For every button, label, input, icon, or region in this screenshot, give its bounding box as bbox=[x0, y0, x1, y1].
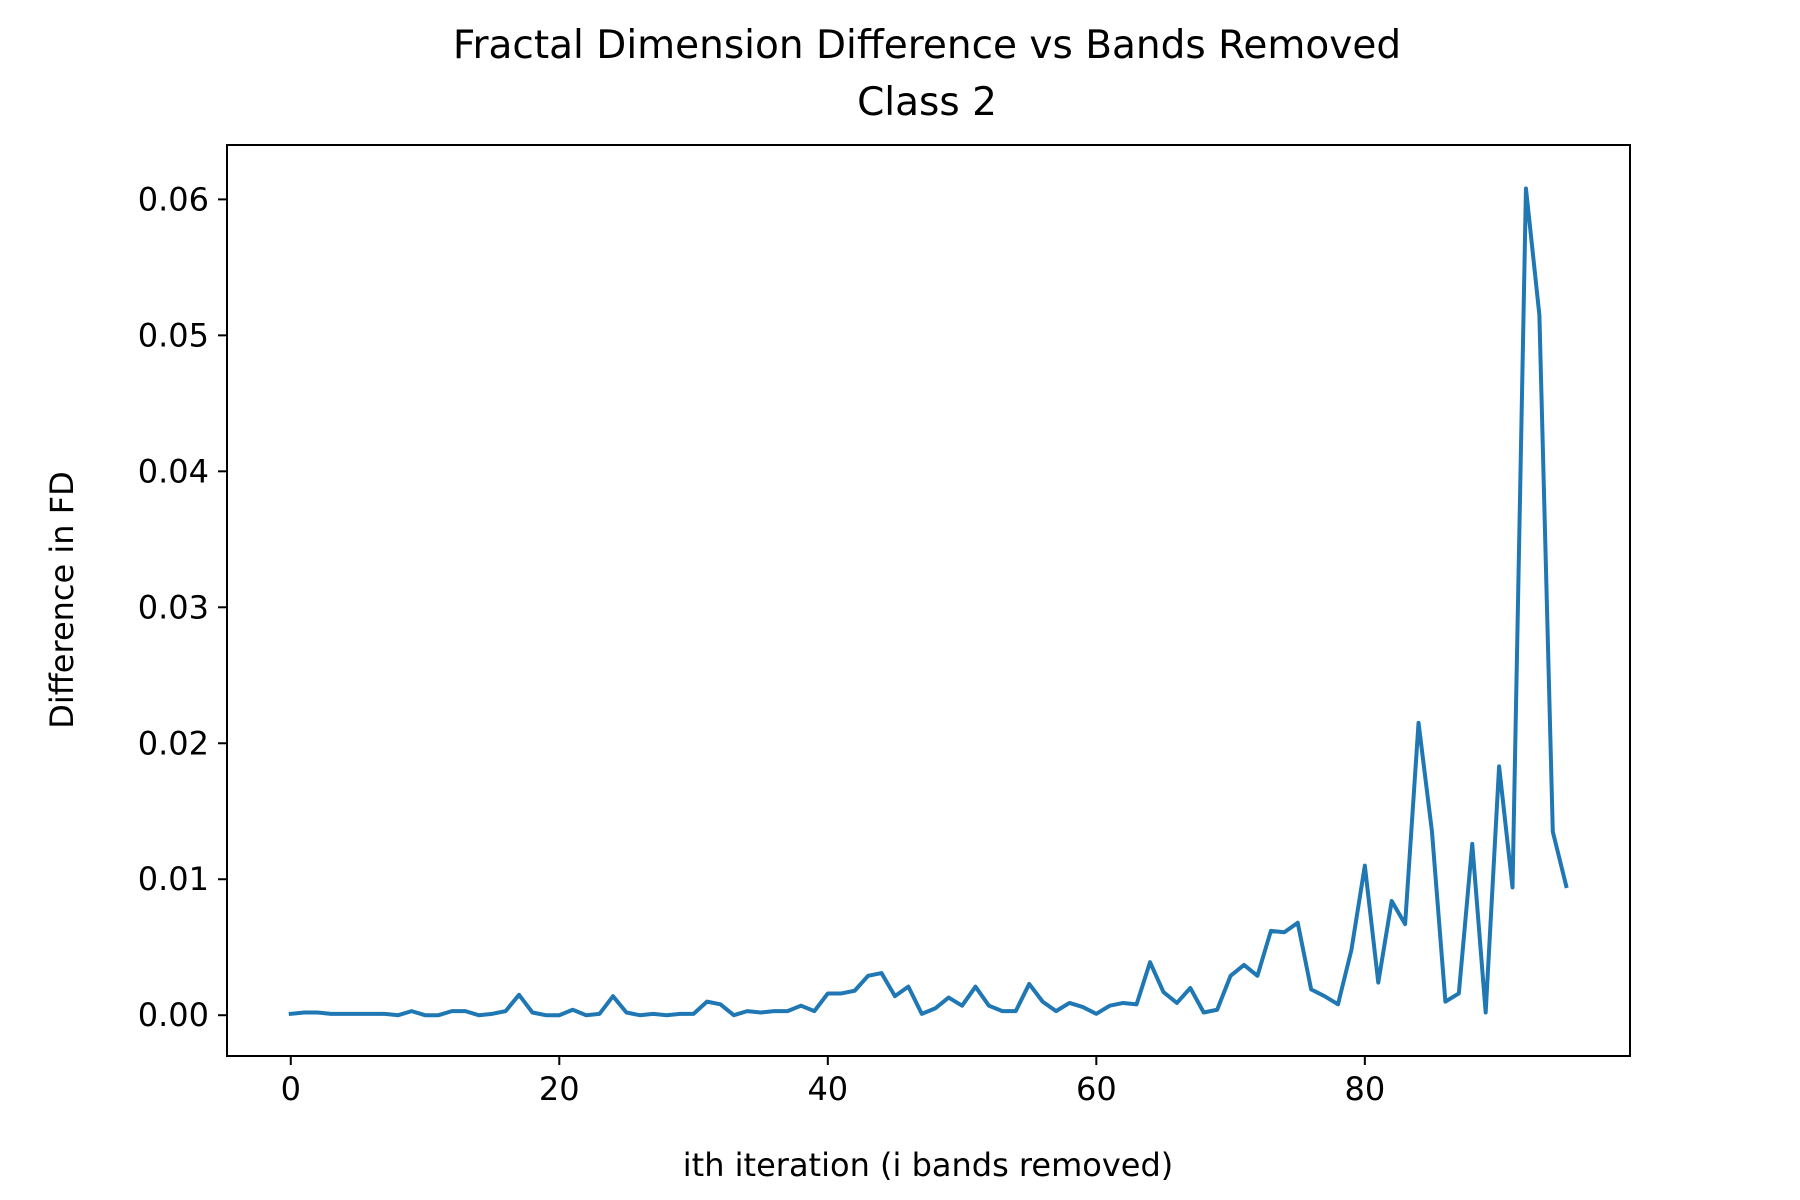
y-tick-label: 0.05 bbox=[138, 316, 209, 354]
y-tick-label: 0.03 bbox=[138, 588, 209, 626]
x-tick-label: 60 bbox=[1076, 1070, 1117, 1108]
y-tick-label: 0.06 bbox=[138, 180, 209, 218]
axis-ticks: 0 20 40 60 80 0.00 0.01 0.02 0.03 0.04 0.05 0.06 bbox=[138, 180, 1385, 1108]
y-axis-label: Difference in FD bbox=[43, 471, 81, 729]
x-axis-label: ith iteration (i bands removed) bbox=[683, 1146, 1173, 1184]
y-tick-label: 0.01 bbox=[138, 860, 209, 898]
y-tick-label: 0.04 bbox=[138, 452, 209, 490]
y-tick-label: 0.00 bbox=[138, 996, 209, 1034]
x-tick-label: 40 bbox=[807, 1070, 848, 1108]
chart-title: Fractal Dimension Difference vs Bands Re… bbox=[453, 23, 1401, 68]
x-tick-label: 80 bbox=[1344, 1070, 1385, 1108]
chart-subtitle: Class 2 bbox=[857, 80, 997, 125]
x-tick-label: 0 bbox=[281, 1070, 301, 1108]
y-tick-label: 0.02 bbox=[138, 724, 209, 762]
plot-frame bbox=[226, 144, 1631, 1057]
x-tick-label: 20 bbox=[539, 1070, 580, 1108]
series-line bbox=[288, 186, 1569, 1018]
